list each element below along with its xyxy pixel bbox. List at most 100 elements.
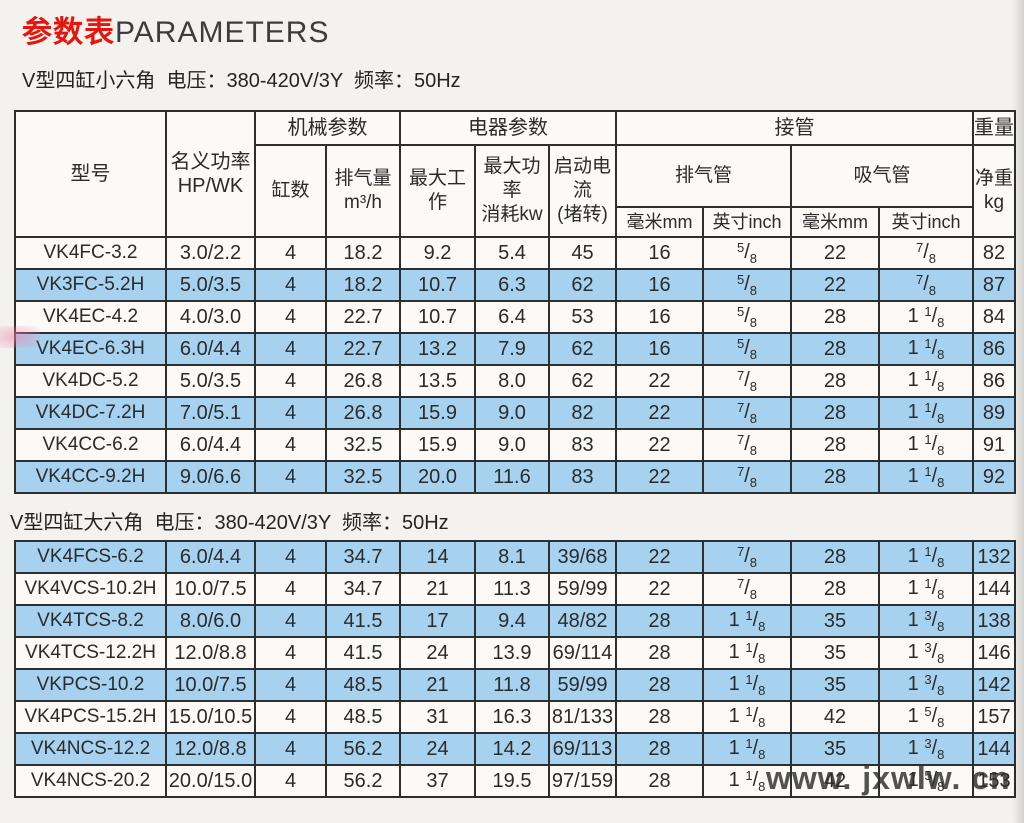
cell-max-working: 37: [399, 764, 476, 798]
cell-start-current: 45: [547, 236, 618, 270]
cell-discharge-pipe-inch: 7/8: [702, 428, 793, 462]
cell-displacement: 56.2: [325, 732, 401, 766]
header-net-weight: 净重 kg: [972, 144, 1017, 238]
cell-discharge-pipe-inch: 5/8: [702, 236, 793, 270]
page-title-chinese: 参数表: [22, 16, 115, 49]
cell-max-power-kw: 5.4: [474, 236, 550, 270]
cell-suction-pipe-inch: 1 3/8: [878, 604, 974, 638]
cell-suction-pipe-inch: 1 5/8: [878, 700, 974, 734]
cell-displacement: 41.5: [325, 636, 401, 670]
cell-model: VK3FC-5.2H: [14, 268, 167, 302]
header-piping-group: 接管: [615, 110, 975, 146]
cell-suction-pipe-mm: 35: [790, 604, 880, 638]
cell-max-working: 20.0: [399, 460, 476, 494]
parameters-table-large-hexagon: VK4FCS-6.2 6.0/4.4 4 34.7 14 8.1 39/68 22 7/8 28 1…: [14, 540, 1016, 798]
cell-displacement: 32.5: [325, 428, 401, 462]
cell-nominal-power: 6.0/4.4: [165, 332, 256, 366]
cell-suction-pipe-inch: 1 1/8: [878, 332, 975, 366]
cell-discharge-pipe-mm: 22: [615, 396, 705, 430]
cell-discharge-pipe-mm: 16: [615, 332, 705, 366]
cell-cylinders: 4: [254, 636, 327, 670]
cell-max-working: 24: [399, 636, 476, 670]
cell-max-power-kw: 6.3: [474, 268, 550, 302]
cell-discharge-pipe-mm: 28: [615, 764, 704, 798]
header-suction-mm: 毫米mm: [790, 206, 881, 238]
cell-net-weight-kg: 132: [972, 540, 1016, 574]
cell-discharge-pipe-mm: 28: [615, 604, 704, 638]
cell-nominal-power: 5.0/3.5: [165, 364, 256, 398]
cell-displacement: 18.2: [325, 268, 401, 302]
cell-max-power-kw: 19.5: [474, 764, 550, 798]
cell-discharge-pipe-mm: 16: [615, 268, 705, 302]
cell-model: VK4FC-3.2: [14, 236, 167, 270]
cell-start-current: 83: [547, 428, 618, 462]
cell-max-working: 13.2: [399, 332, 476, 366]
cell-discharge-pipe-inch: 1 1/8: [702, 764, 792, 798]
table-body-small-hexagon: VK4FC-3.2 3.0/2.2 4 18.2 9.2 5.4 45 16 5/8 22 7/8 8…: [14, 236, 1017, 494]
table-header: 型号 名义功率 HP/WK 机械参数 电器参数 接管 重量 缸数 排气量 m³/h …: [14, 110, 1017, 238]
cell-suction-pipe-inch: 1 1/8: [878, 300, 975, 334]
table-body-large-hexagon: VK4FCS-6.2 6.0/4.4 4 34.7 14 8.1 39/68 22 7/8 28 1…: [14, 540, 1016, 798]
cell-discharge-pipe-mm: 22: [615, 460, 705, 494]
cell-model: VK4VCS-10.2H: [14, 572, 167, 606]
section-subtitle-small-hexagon: V型四缸小六角 电压：380-420V/3Y 频率：50Hz: [22, 70, 461, 92]
cell-suction-pipe-mm: 42: [790, 700, 880, 734]
header-nominal-power: 名义功率 HP/WK: [165, 110, 256, 238]
cell-cylinders: 4: [254, 396, 327, 430]
cell-max-power-kw: 11.3: [474, 572, 550, 606]
header-row-groups: 型号 名义功率 HP/WK 机械参数 电器参数 接管 重量: [14, 110, 1017, 238]
cell-discharge-pipe-inch: 7/8: [702, 572, 792, 606]
cell-discharge-pipe-mm: 28: [615, 700, 704, 734]
cell-cylinders: 4: [254, 428, 327, 462]
cell-discharge-pipe-mm: 22: [615, 364, 705, 398]
cell-suction-pipe-mm: 35: [790, 668, 880, 702]
cell-start-current: 97/159: [548, 764, 617, 798]
table-row: VK3FC-5.2H 5.0/3.5 4 18.2 10.7 6.3 62 16 5/8 22 7/…: [14, 268, 1017, 302]
cell-discharge-pipe-inch: 7/8: [702, 364, 793, 398]
cell-cylinders: 4: [254, 700, 327, 734]
cell-net-weight-kg: 89: [972, 396, 1017, 430]
cell-max-working: 9.2: [399, 236, 476, 270]
header-model: 型号: [14, 110, 167, 238]
cell-max-working: 21: [399, 668, 476, 702]
cell-max-working: 10.7: [399, 300, 476, 334]
cell-discharge-pipe-mm: 28: [615, 668, 704, 702]
cell-start-current: 48/82: [548, 604, 617, 638]
cell-start-current: 62: [547, 364, 618, 398]
cell-cylinders: 4: [254, 332, 327, 366]
cell-cylinders: 4: [254, 236, 327, 270]
cell-discharge-pipe-inch: 1 1/8: [702, 700, 792, 734]
cell-net-weight-kg: 86: [972, 364, 1017, 398]
cell-discharge-pipe-mm: 16: [615, 236, 705, 270]
table-row: VK4DC-7.2H 7.0/5.1 4 26.8 15.9 9.0 82 22 7/8 28 1 …: [14, 396, 1017, 430]
cell-net-weight-kg: 142: [972, 668, 1016, 702]
page-title: 参数表PARAMETERS: [22, 16, 329, 50]
table-row: VK4VCS-10.2H 10.0/7.5 4 34.7 21 11.3 59/99 22 7/…: [14, 572, 1016, 606]
cell-displacement: 34.7: [325, 540, 401, 574]
table-row: VK4TCS-8.2 8.0/6.0 4 41.5 17 9.4 48/82 28 1 1/8 3…: [14, 604, 1016, 638]
parameters-table-small-hexagon: 型号 名义功率 HP/WK 机械参数 电器参数 接管 重量 缸数 排气量 m³/h …: [14, 110, 1017, 494]
cell-start-current: 59/99: [548, 668, 617, 702]
table-row: VK4NCS-12.2 12.0/8.8 4 56.2 24 14.2 69/113 28 1 …: [14, 732, 1016, 766]
cell-discharge-pipe-inch: 1 1/8: [702, 732, 792, 766]
cell-model: VK4TCS-12.2H: [14, 636, 167, 670]
cell-model: VK4NCS-12.2: [14, 732, 167, 766]
cell-discharge-pipe-inch: 5/8: [702, 268, 793, 302]
cell-max-power-kw: 11.8: [474, 668, 550, 702]
cell-nominal-power: 6.0/4.4: [165, 540, 256, 574]
cell-discharge-pipe-inch: 1 1/8: [702, 604, 792, 638]
cell-nominal-power: 7.0/5.1: [165, 396, 256, 430]
cell-suction-pipe-mm: 28: [790, 460, 881, 494]
cell-max-power-kw: 8.1: [474, 540, 550, 574]
cell-displacement: 32.5: [325, 460, 401, 494]
cell-nominal-power: 5.0/3.5: [165, 268, 256, 302]
cell-suction-pipe-mm: 28: [790, 300, 881, 334]
cell-nominal-power: 8.0/6.0: [165, 604, 256, 638]
cell-max-power-kw: 13.9: [474, 636, 550, 670]
cell-max-working: 10.7: [399, 268, 476, 302]
cell-start-current: 83: [547, 460, 618, 494]
header-discharge-pipe: 排气管: [615, 144, 793, 208]
cell-suction-pipe-inch: 1 3/8: [878, 668, 974, 702]
cell-nominal-power: 12.0/8.8: [165, 732, 256, 766]
cell-cylinders: 4: [254, 268, 327, 302]
